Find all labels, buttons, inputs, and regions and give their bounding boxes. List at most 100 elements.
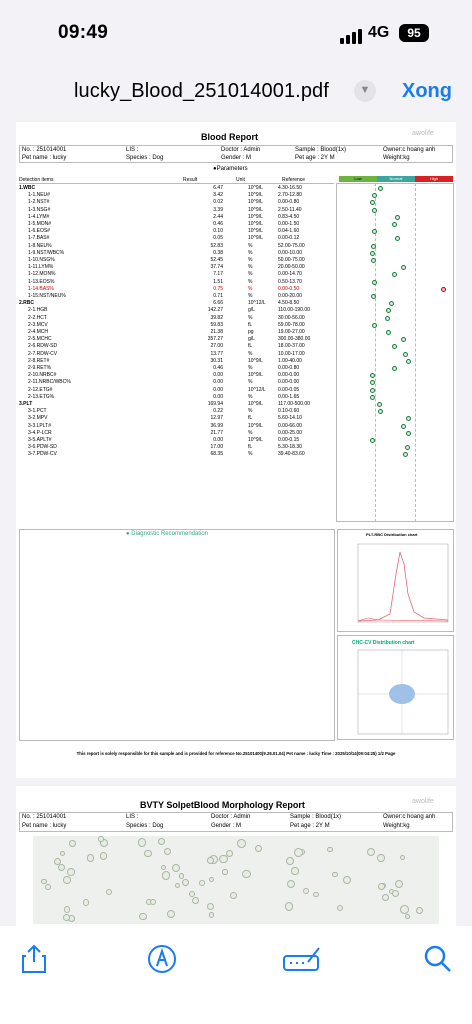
row-ref: 4.30-16.50 (278, 185, 302, 192)
blood-cell (332, 872, 337, 877)
range-marker (395, 215, 400, 220)
blood-cell (343, 876, 351, 884)
row-ref: 52.00-75.00 (278, 243, 305, 250)
blood-cell (242, 870, 251, 879)
row-ref: 39.40-83.60 (278, 451, 305, 458)
row-result: 27.00 (188, 343, 223, 350)
search-icon[interactable] (424, 944, 452, 974)
row-ref: 0.00-0.15 (278, 437, 299, 444)
row-unit: % (248, 257, 252, 264)
row-unit: 10^9/L (248, 199, 263, 206)
row-unit: g/L (248, 307, 255, 314)
diag-label: ● Diagnostic Recommendation (126, 531, 208, 537)
battery-icon: 95 (399, 24, 429, 42)
row-unit: 10^12/L (248, 300, 266, 307)
blood-cell (367, 848, 375, 856)
sample: Sample : Blood(1x) (295, 147, 346, 153)
row-unit: % (248, 315, 252, 322)
row-ref: 19.00-27.00 (278, 329, 305, 336)
document-title[interactable]: lucky_Blood_251014001.pdf (74, 80, 329, 103)
blood-cell (162, 871, 171, 880)
range-marker (403, 352, 408, 357)
row-ref: 59.00-78.00 (278, 322, 305, 329)
blood-cell (83, 899, 90, 906)
row-name: 2-11.NRBC/WBC% (28, 379, 71, 386)
pdf-page-2[interactable]: BVTY SolpetBlood Morphology Report awoli… (16, 786, 456, 926)
row-name: 2-3.MCV (28, 322, 48, 329)
blood-cell (69, 840, 76, 847)
weight: Weight:kg (383, 155, 410, 161)
row-unit: 10^9/L (248, 192, 263, 199)
range-marker (392, 222, 397, 227)
share-icon[interactable] (20, 944, 48, 974)
blood-cell (138, 838, 147, 847)
logo-2: awolife (412, 798, 434, 805)
clock: 09:49 (58, 22, 108, 44)
row-result: 6.47 (188, 185, 223, 192)
row-unit: % (248, 243, 252, 250)
pdf-page-1[interactable]: Blood Report awolife No. : 251014001 LIS… (16, 122, 456, 778)
row-unit: 10^9/L (248, 423, 263, 430)
row-name: 2-10.NRBC# (28, 372, 56, 379)
row-unit: % (248, 351, 252, 358)
row-name: 1-9.NST/WBC% (28, 250, 64, 257)
species: Species : Dog (126, 155, 163, 161)
params-label: ●Parameters (213, 166, 248, 172)
range-marker (401, 424, 406, 429)
range-divider-high (415, 183, 416, 522)
row-result: 0.46 (188, 365, 223, 372)
row-unit: 10^9/L (248, 437, 263, 444)
row-unit: % (248, 279, 252, 286)
blood-cell (164, 848, 171, 855)
row-unit: % (248, 264, 252, 271)
row-name: 1-4.LYM# (28, 214, 49, 221)
row-ref: 0.00-14.70 (278, 271, 302, 278)
blood-cell (189, 891, 195, 897)
range-marker (386, 330, 391, 335)
blood-cell (98, 836, 104, 842)
row-name: 2-8.RET# (28, 358, 49, 365)
row-unit: 10^9/L (248, 214, 263, 221)
blood-cell (222, 869, 227, 874)
row-ref: 0.00-0.05 (278, 387, 299, 394)
row-name: 1-10.NSG% (28, 257, 55, 264)
blood-cell (400, 855, 405, 860)
row-ref: 0.00-66.00 (278, 423, 302, 430)
row-result: 0.00 (188, 387, 223, 394)
doctor-2: Doctor : Admin (211, 814, 250, 820)
plt-rbc-plot (338, 534, 453, 632)
row-result: 12.97 (188, 415, 223, 422)
markup-icon[interactable] (147, 944, 177, 974)
row-ref: 4.50-8.50 (278, 300, 299, 307)
row-ref: 0.00-0.50 (278, 286, 299, 293)
row-name: 2-2.HCT (28, 315, 47, 322)
range-marker (401, 265, 406, 270)
row-ref: 0.00-20.00 (278, 293, 302, 300)
blood-cell (158, 838, 165, 845)
signature-icon[interactable] (282, 944, 322, 974)
blood-cell (382, 894, 389, 901)
row-name: 1-7.BAS# (28, 235, 49, 242)
blood-cell (287, 880, 295, 888)
pet-name-2: Pet name : lucky (22, 823, 66, 829)
high-band: High (415, 176, 453, 182)
blood-cell (58, 864, 65, 871)
row-ref: 117.00-500.00 (278, 401, 310, 408)
range-marker (370, 438, 375, 443)
blood-cell (45, 884, 51, 890)
row-unit: fL (248, 444, 252, 451)
row-name: 1-12.MON% (28, 271, 56, 278)
row-result: 3.39 (188, 207, 223, 214)
blood-cell (67, 868, 74, 875)
chevron-down-icon[interactable]: ▼ (354, 80, 376, 102)
done-button[interactable]: Xong (402, 80, 452, 103)
blood-cell (106, 889, 113, 896)
lis-2: LIS : (126, 814, 138, 820)
blood-cell (179, 873, 184, 878)
row-unit: pg (248, 329, 254, 336)
pet-name: Pet name : lucky (22, 155, 66, 161)
blood-cell (285, 902, 294, 911)
row-result: 21.38 (188, 329, 223, 336)
report-title: Blood Report (201, 132, 258, 142)
row-unit: 10^9/L (248, 372, 263, 379)
